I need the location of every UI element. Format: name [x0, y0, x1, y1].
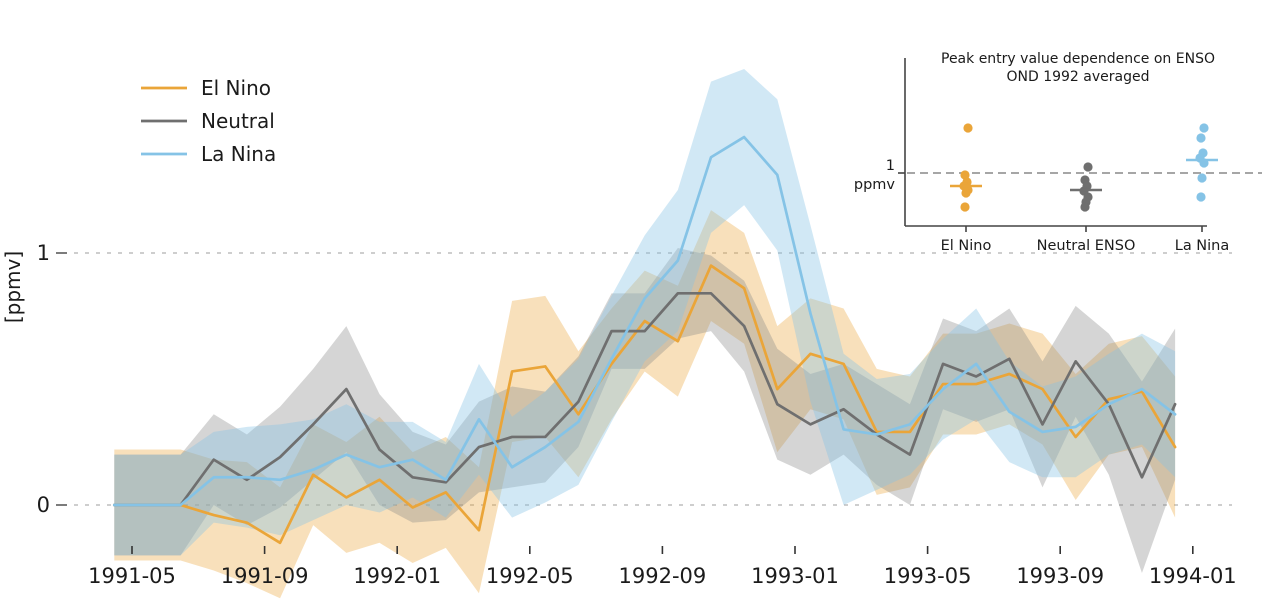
inset-point-la-nina [1197, 173, 1207, 183]
x-tick-label-1991-09: 1991-09 [221, 564, 309, 588]
series-line-el-nino [112, 264, 1177, 545]
series-line-neutral [112, 291, 1177, 507]
legend: El Nino Neutral La Nina [141, 76, 276, 166]
inset-point-el-nino [963, 123, 973, 133]
inset-ylabel-unit: ppmv [854, 177, 896, 193]
x-tick-label-1992-01: 1992-01 [353, 564, 441, 588]
inset-scatter-points [950, 123, 1218, 212]
legend-item-neutral: Neutral [141, 109, 275, 133]
inset-x-tick-label-neutral-enso: Neutral ENSO [1037, 238, 1136, 254]
x-tick-label-1993-01: 1993-01 [751, 564, 839, 588]
inset-point-la-nina [1199, 123, 1209, 133]
inset-point-la-nina [1196, 192, 1206, 202]
legend-item-la-nina: La Nina [141, 142, 276, 166]
x-tick-label-1993-05: 1993-05 [884, 564, 972, 588]
band-neutral [114, 247, 1176, 574]
inset-ytick-label: 1 [886, 158, 895, 174]
x-tick-label-1992-05: 1992-05 [486, 564, 574, 588]
x-tick-label-1994-01: 1994-01 [1149, 564, 1237, 588]
y-axis-ticks: 01 [37, 241, 67, 517]
inset-point-el-nino [960, 170, 970, 180]
series-lines [112, 135, 1177, 545]
x-axis-ticks: 1991-05 1991-09 1992-01 1992-05 1992-09 1993-… [88, 546, 1237, 588]
y-tick-label-1: 1 [37, 241, 50, 265]
inset-peak-entry-plot: Peak entry value dependence on ENSO OND … [854, 51, 1262, 254]
inset-point-neutral-enso [1080, 202, 1090, 212]
inset-x-axis-ticks: El Nino Neutral ENSO La Nina [941, 226, 1230, 254]
inset-x-tick-label-la-nina: La Nina [1175, 238, 1230, 254]
x-tick-label-1991-05: 1991-05 [88, 564, 176, 588]
y-tick-label-0: 0 [37, 493, 50, 517]
legend-label-el-nino: El Nino [201, 76, 271, 100]
inset-point-neutral-enso [1083, 162, 1093, 172]
series-line-la-nina [112, 135, 1177, 507]
band-la-nina [114, 69, 1176, 556]
inset-point-la-nina [1196, 133, 1206, 143]
band-el-nino [114, 210, 1176, 599]
x-tick-label-1992-09: 1992-09 [619, 564, 707, 588]
legend-label-la-nina: La Nina [201, 142, 276, 166]
legend-label-neutral: Neutral [201, 109, 275, 133]
inset-title-line2: OND 1992 averaged [1006, 69, 1149, 85]
legend-item-el-nino: El Nino [141, 76, 271, 100]
inset-title-line1: Peak entry value dependence on ENSO [941, 51, 1215, 67]
inset-x-tick-label-el-nino: El Nino [941, 238, 992, 254]
inset-point-el-nino [961, 188, 971, 198]
uncertainty-bands [114, 69, 1176, 599]
inset-point-el-nino [960, 202, 970, 212]
x-tick-label-1993-09: 1993-09 [1016, 564, 1104, 588]
y-axis-label: [ppmv] [1, 251, 25, 323]
